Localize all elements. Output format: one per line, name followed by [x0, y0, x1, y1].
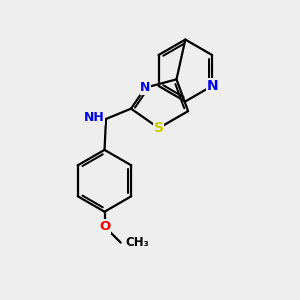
- Text: NH: NH: [84, 111, 104, 124]
- Text: CH₃: CH₃: [125, 236, 149, 249]
- Text: S: S: [154, 121, 164, 135]
- Text: N: N: [206, 79, 218, 93]
- Text: N: N: [140, 81, 151, 94]
- Text: O: O: [99, 220, 110, 233]
